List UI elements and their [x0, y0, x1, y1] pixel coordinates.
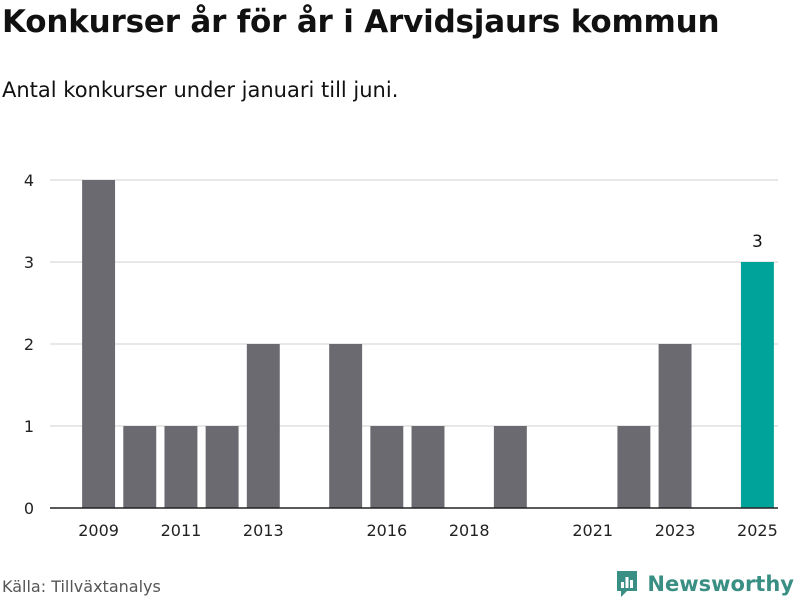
bar-2012: [205, 426, 239, 508]
y-tick-label: 3: [24, 253, 34, 272]
x-tick-label: 2016: [366, 521, 407, 540]
data-labels: 3: [752, 232, 763, 252]
bar-2017: [411, 426, 445, 508]
bar-2022: [617, 426, 651, 508]
y-axis-ticks: 0 1 2 3 4: [24, 171, 34, 518]
brand-logo: Newsworthy: [615, 569, 794, 599]
chart-title: Konkurser år för år i Arvidsjaurs kommun: [2, 4, 720, 40]
x-tick-label: 2011: [161, 521, 202, 540]
bar-2010: [123, 426, 157, 508]
x-tick-label: 2023: [655, 521, 696, 540]
bar-2025: [740, 262, 774, 508]
bar-2015: [329, 344, 363, 508]
y-tick-label: 4: [24, 171, 34, 190]
bar-2019: [493, 426, 527, 508]
brand-name: Newsworthy: [647, 572, 794, 596]
bars: [82, 180, 774, 508]
y-tick-label: 2: [24, 335, 34, 354]
x-tick-label: 2018: [449, 521, 490, 540]
x-tick-label: 2021: [572, 521, 613, 540]
x-tick-label: 2025: [737, 521, 778, 540]
bar-2023: [658, 344, 692, 508]
bar-2016: [370, 426, 404, 508]
bar-2009: [82, 180, 116, 508]
source-note: Källa: Tillväxtanalys: [2, 577, 161, 596]
x-tick-label: 2009: [78, 521, 119, 540]
bar-2011: [164, 426, 198, 508]
x-axis-ticks: 2009 2011 2013 2016 2018 2021 2023 2025: [78, 521, 778, 540]
y-tick-label: 0: [24, 499, 34, 518]
bar-2013: [246, 344, 280, 508]
data-label: 3: [752, 232, 763, 252]
x-tick-label: 2013: [243, 521, 284, 540]
y-tick-label: 1: [24, 417, 34, 436]
chart-subtitle: Antal konkurser under januari till juni.: [2, 78, 399, 102]
bar-chart-speech-icon: [617, 571, 638, 597]
